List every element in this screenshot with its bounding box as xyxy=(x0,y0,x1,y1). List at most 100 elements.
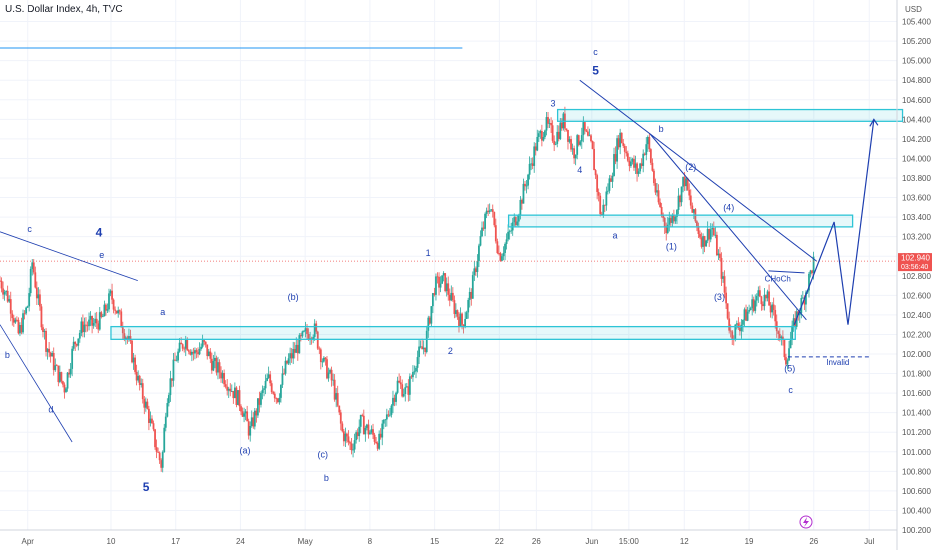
candle-body xyxy=(376,443,379,449)
candle-body xyxy=(674,216,677,222)
candle-body xyxy=(669,217,672,223)
candle-body xyxy=(323,357,325,362)
candle-body xyxy=(194,350,196,354)
candle-body xyxy=(599,195,602,215)
candle-body xyxy=(250,417,253,426)
candle-body xyxy=(491,209,494,213)
candle-body xyxy=(657,190,660,203)
candle-body xyxy=(651,162,654,171)
candle-body xyxy=(306,328,308,334)
candle-body xyxy=(189,351,192,355)
candle-body xyxy=(58,372,61,383)
candle-body xyxy=(359,414,362,427)
candle-body xyxy=(487,210,490,213)
candle-body xyxy=(108,293,110,310)
candle-body xyxy=(415,367,417,372)
candle-body xyxy=(37,294,40,299)
candle-body xyxy=(455,310,457,314)
candle-body xyxy=(580,135,583,142)
candle-body xyxy=(355,432,358,441)
candle-body xyxy=(682,176,685,187)
candle-body xyxy=(456,310,459,317)
candle-body xyxy=(42,327,44,333)
candle-body xyxy=(502,252,505,257)
candle-body xyxy=(324,357,327,360)
candle-body xyxy=(676,209,678,217)
candle-body xyxy=(574,154,577,159)
candle-body xyxy=(416,357,419,368)
candle-body xyxy=(786,360,789,365)
candle-body xyxy=(385,414,388,420)
candle-body xyxy=(190,351,193,355)
wave-label: b xyxy=(324,473,329,483)
y-tick-label: 100.200 xyxy=(902,526,931,535)
invalid-label: Invalid xyxy=(826,358,849,367)
candle-body xyxy=(356,432,359,437)
candle-body xyxy=(333,379,336,400)
candle-body xyxy=(514,217,517,226)
candle-body xyxy=(792,318,795,326)
candle-body xyxy=(626,153,629,161)
candle-body xyxy=(421,346,424,350)
candle-body xyxy=(121,327,124,334)
candle-body xyxy=(648,136,651,150)
candle-body xyxy=(327,372,330,379)
candle-body xyxy=(313,323,316,337)
candle-body xyxy=(267,374,270,378)
candle-body xyxy=(48,348,51,353)
candle-body xyxy=(237,390,239,405)
candle-body xyxy=(135,371,138,381)
candle-body xyxy=(204,341,207,345)
candle-body xyxy=(195,350,198,353)
y-tick-label: 104.200 xyxy=(902,135,931,144)
candle-body xyxy=(230,391,233,392)
candle-body xyxy=(755,296,758,301)
candle-body xyxy=(20,325,23,333)
candle-body xyxy=(591,141,594,149)
candle-body xyxy=(55,365,58,367)
candle-body xyxy=(109,290,112,294)
candle-body xyxy=(505,239,508,244)
candle-body xyxy=(697,226,700,235)
candle-body xyxy=(252,417,255,427)
candle-body xyxy=(616,138,618,162)
candle-body xyxy=(525,185,528,187)
candle-body xyxy=(628,160,631,167)
candle-body xyxy=(111,290,113,300)
candle-body xyxy=(9,299,12,314)
candle-body xyxy=(617,138,620,148)
wave-label: (c) xyxy=(317,450,328,460)
candle-body xyxy=(461,313,463,325)
candle-body xyxy=(128,336,130,339)
candle-body xyxy=(226,386,229,391)
candle-body xyxy=(181,344,184,349)
candle-body xyxy=(645,144,648,155)
candle-body xyxy=(533,146,536,166)
candle-body xyxy=(266,377,269,381)
x-tick-label: 12 xyxy=(680,537,689,546)
candle-body xyxy=(760,296,763,305)
candle-body xyxy=(375,441,377,444)
candle-body xyxy=(177,351,179,361)
candle-body xyxy=(534,146,537,151)
candle-body xyxy=(11,313,14,319)
candle-body xyxy=(751,299,754,309)
candle-body xyxy=(223,372,226,385)
candle-body xyxy=(637,171,640,174)
candle-body xyxy=(714,234,717,236)
candle-body xyxy=(6,290,9,302)
candle-body xyxy=(726,303,729,319)
candle-body xyxy=(290,353,293,359)
candle-body xyxy=(553,140,556,145)
candle-body xyxy=(138,375,141,385)
candle-body xyxy=(167,395,170,404)
candle-body xyxy=(642,153,645,166)
candle-body xyxy=(643,153,646,155)
projection-path xyxy=(793,119,875,325)
candle-body xyxy=(392,397,394,406)
candle-body xyxy=(631,158,634,162)
wave-label: a xyxy=(160,307,165,317)
candle-body xyxy=(696,221,698,227)
candle-body xyxy=(68,372,70,375)
